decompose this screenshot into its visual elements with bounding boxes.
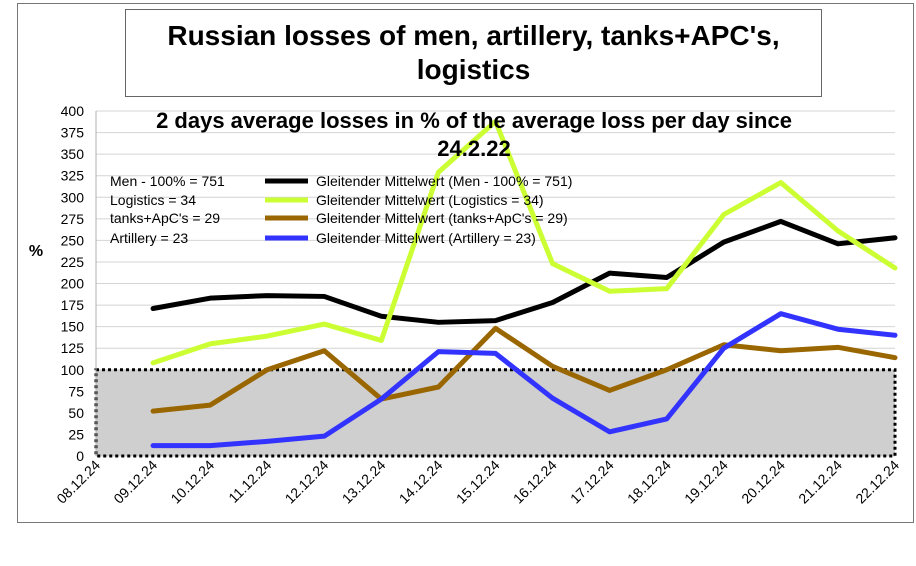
legend-notes: Men - 100% = 751 Logistics = 34 tanks+ApC'… — [110, 173, 225, 246]
legend-entry: Gleitender Mittelwert (Logistics = 34) — [316, 192, 544, 208]
y-tick-label: 125 — [61, 340, 85, 356]
baseline-band — [94, 368, 897, 458]
y-tick-label: 375 — [61, 125, 85, 141]
x-tick-label: 20.12.24 — [738, 457, 788, 507]
chart-title-box: Russian losses of men, artillery, tanks+… — [125, 9, 822, 97]
series-line — [150, 311, 898, 449]
legend-note: Logistics = 34 — [110, 192, 196, 208]
x-tick-label: 17.12.24 — [567, 457, 617, 507]
y-tick-label: 75 — [68, 383, 84, 399]
y-tick-label: 350 — [61, 146, 85, 162]
chart-title: Russian losses of men, artillery, tanks+… — [167, 20, 780, 85]
legend-note: tanks+ApC's = 29 — [110, 210, 220, 226]
legend-note: Men - 100% = 751 — [110, 173, 225, 189]
y-tick-label: 400 — [61, 103, 85, 119]
x-tick-label: 19.12.24 — [681, 457, 731, 507]
y-axis-label: % — [29, 243, 43, 260]
x-tick-label: 12.12.24 — [282, 457, 332, 507]
series-line — [150, 325, 898, 414]
x-tick-label: 18.12.24 — [624, 457, 674, 507]
legend-entry: Gleitender Mittelwert (Artillery = 23) — [316, 230, 536, 246]
x-tick-label: 11.12.24 — [225, 457, 274, 506]
y-tick-label: 50 — [68, 405, 84, 421]
series-lines — [150, 118, 898, 449]
x-tick-label: 15.12.24 — [453, 457, 503, 507]
y-tick-label: 325 — [61, 168, 85, 184]
legend-entry: Gleitender Mittelwert (tanks+ApC's = 29) — [316, 210, 568, 226]
y-tick-label: 275 — [61, 211, 85, 227]
x-tick-label: 16.12.24 — [510, 457, 560, 507]
series-line — [150, 218, 898, 325]
y-tick-label: 250 — [61, 232, 85, 248]
legend-note: Artillery = 23 — [110, 230, 188, 246]
y-tick-label: 150 — [61, 319, 85, 335]
chart-subtitle-line2: 24.2.22 — [437, 136, 510, 161]
x-tick-label: 13.12.24 — [339, 457, 389, 507]
x-tick-label: 22.12.24 — [852, 457, 902, 507]
y-tick-label: 0 — [76, 448, 84, 464]
legend: Gleitender Mittelwert (Men - 100% = 751)… — [265, 173, 572, 246]
x-axis: 08.12.24 09.12.24 10.12.24 11.12.24 12.12.24… — [53, 457, 902, 507]
series-line — [150, 118, 898, 366]
x-tick-label: 09.12.24 — [110, 457, 160, 507]
y-tick-label: 100 — [61, 362, 85, 378]
y-tick-label: 200 — [61, 276, 85, 292]
y-tick-label: 225 — [61, 254, 85, 270]
y-axis: 0 25 50 75 100 125 150 175 200 225 250 275 300 325 350… — [61, 103, 97, 464]
y-tick-label: 175 — [61, 297, 85, 313]
x-tick-label: 08.12.24 — [53, 457, 103, 507]
x-tick-label: 14.12.24 — [396, 457, 446, 507]
x-tick-label: 21.12.24 — [795, 457, 845, 507]
y-tick-label: 25 — [68, 426, 84, 442]
chart-frame — [17, 3, 914, 523]
legend-entry: Gleitender Mittelwert (Men - 100% = 751) — [316, 173, 572, 189]
chart-subtitle-line1: 2 days average losses in % of the averag… — [156, 108, 792, 133]
y-tick-label: 300 — [61, 189, 85, 205]
x-tick-label: 10.12.24 — [167, 457, 217, 507]
